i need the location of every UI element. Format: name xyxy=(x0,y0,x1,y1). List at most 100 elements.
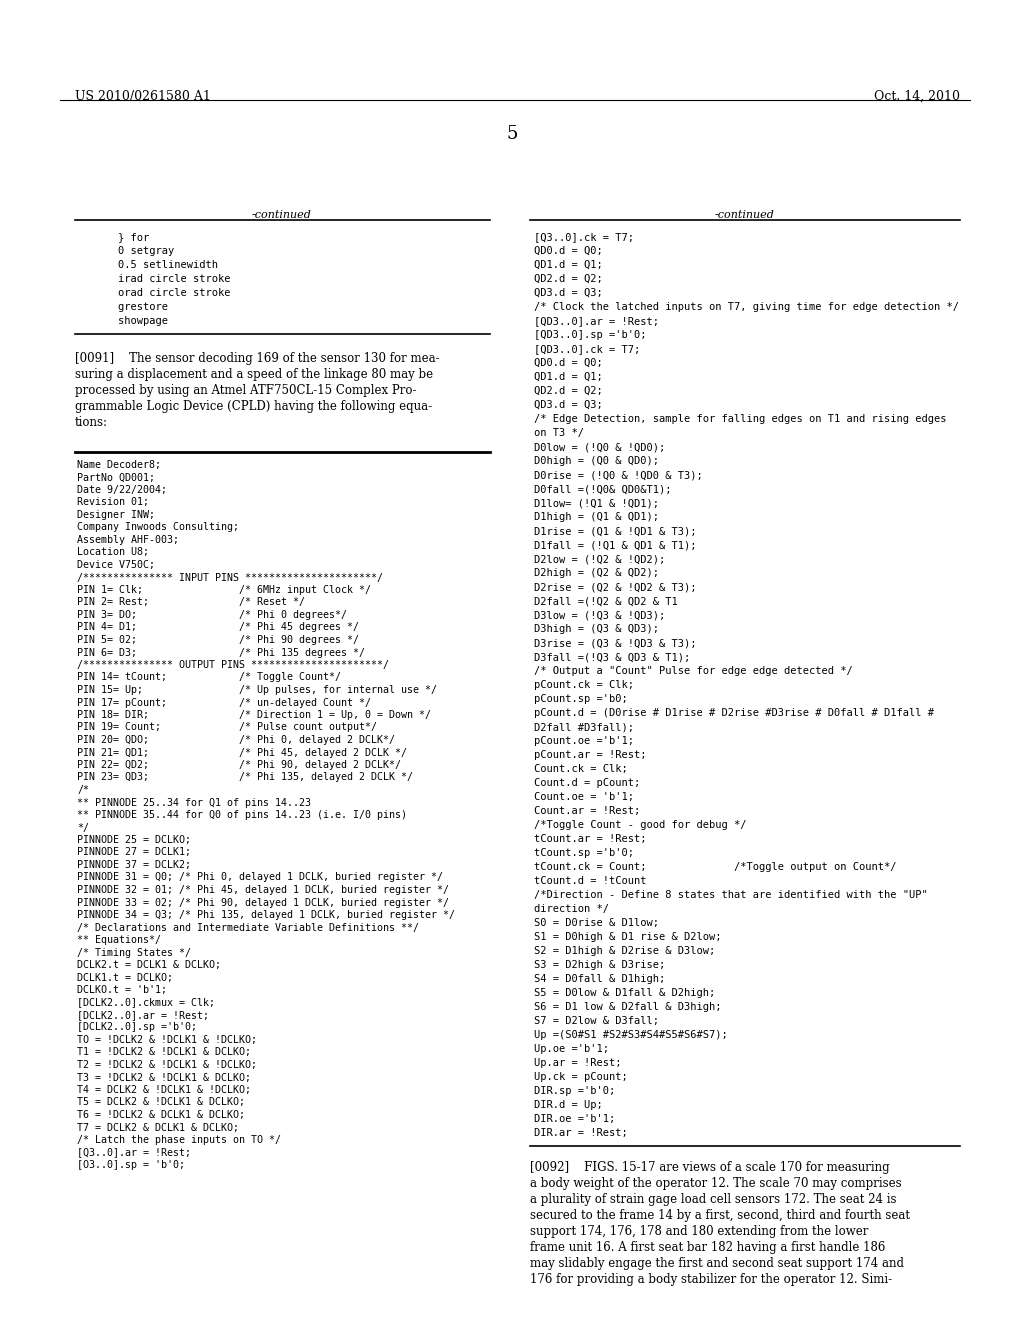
Text: grammable Logic Device (CPLD) having the following equa-: grammable Logic Device (CPLD) having the… xyxy=(75,400,432,413)
Text: [DCLK2..0].ar = !Rest;: [DCLK2..0].ar = !Rest; xyxy=(77,1010,209,1020)
Text: QD2.d = Q2;: QD2.d = Q2; xyxy=(534,275,603,284)
Text: PartNo QD001;: PartNo QD001; xyxy=(77,473,155,483)
Text: Count.ck = Clk;: Count.ck = Clk; xyxy=(534,764,628,774)
Text: D1low= (!Q1 & !QD1);: D1low= (!Q1 & !QD1); xyxy=(534,498,659,508)
Text: PIN 15= Up;                /* Up pulses, for internal use */: PIN 15= Up; /* Up pulses, for internal u… xyxy=(77,685,437,696)
Text: S0 = D0rise & D1low;: S0 = D0rise & D1low; xyxy=(534,917,659,928)
Text: QD0.d = Q0;: QD0.d = Q0; xyxy=(534,246,603,256)
Text: PIN 4= D1;                 /* Phi 45 degrees */: PIN 4= D1; /* Phi 45 degrees */ xyxy=(77,623,359,632)
Text: secured to the frame 14 by a first, second, third and fourth seat: secured to the frame 14 by a first, seco… xyxy=(530,1209,910,1222)
Text: T6 = !DCLK2 & DCLK1 & DCLKO;: T6 = !DCLK2 & DCLK1 & DCLKO; xyxy=(77,1110,245,1119)
Text: pCount.oe ='b'1;: pCount.oe ='b'1; xyxy=(534,737,634,746)
Text: US 2010/0261580 A1: US 2010/0261580 A1 xyxy=(75,90,211,103)
Text: Up =(S0#S1 #S2#S3#S4#S5#S6#S7);: Up =(S0#S1 #S2#S3#S4#S5#S6#S7); xyxy=(534,1030,728,1040)
Text: } for: } for xyxy=(93,232,150,242)
Text: /*Direction - Define 8 states that are identified with the "UP": /*Direction - Define 8 states that are i… xyxy=(534,890,928,900)
Text: /*************** INPUT PINS **********************/: /*************** INPUT PINS ************… xyxy=(77,573,383,582)
Text: DIR.oe ='b'1;: DIR.oe ='b'1; xyxy=(534,1114,615,1125)
Text: frame unit 16. A first seat bar 182 having a first handle 186: frame unit 16. A first seat bar 182 havi… xyxy=(530,1241,886,1254)
Text: DIR.ar = !Rest;: DIR.ar = !Rest; xyxy=(534,1129,628,1138)
Text: irad circle stroke: irad circle stroke xyxy=(93,275,230,284)
Text: /* Clock the latched inputs on T7, giving time for edge detection */: /* Clock the latched inputs on T7, givin… xyxy=(534,302,959,312)
Text: Count.d = pCount;: Count.d = pCount; xyxy=(534,777,640,788)
Text: ** Equations*/: ** Equations*/ xyxy=(77,935,161,945)
Text: DCLKO.t = 'b'1;: DCLKO.t = 'b'1; xyxy=(77,985,167,995)
Text: 0.5 setlinewidth: 0.5 setlinewidth xyxy=(93,260,218,271)
Text: D3high = (Q3 & QD3);: D3high = (Q3 & QD3); xyxy=(534,624,659,634)
Text: D1high = (Q1 & QD1);: D1high = (Q1 & QD1); xyxy=(534,512,659,521)
Text: DCLK2.t = DCLK1 & DCLKO;: DCLK2.t = DCLK1 & DCLKO; xyxy=(77,960,221,970)
Text: PIN 2= Rest;               /* Reset */: PIN 2= Rest; /* Reset */ xyxy=(77,598,305,607)
Text: Revision 01;: Revision 01; xyxy=(77,498,150,507)
Text: ** PINNODE 35..44 for Q0 of pins 14..23 (i.e. I/0 pins): ** PINNODE 35..44 for Q0 of pins 14..23 … xyxy=(77,810,407,820)
Text: PIN 19= Count;             /* Pulse count output*/: PIN 19= Count; /* Pulse count output*/ xyxy=(77,722,377,733)
Text: 176 for providing a body stabilizer for the operator 12. Simi-: 176 for providing a body stabilizer for … xyxy=(530,1272,892,1286)
Text: D2fall #D3fall);: D2fall #D3fall); xyxy=(534,722,634,733)
Text: Up.ar = !Rest;: Up.ar = !Rest; xyxy=(534,1059,622,1068)
Text: PIN 18= DIR;               /* Direction 1 = Up, 0 = Down */: PIN 18= DIR; /* Direction 1 = Up, 0 = Do… xyxy=(77,710,431,719)
Text: PIN 6= D3;                 /* Phi 135 degrees */: PIN 6= D3; /* Phi 135 degrees */ xyxy=(77,648,365,657)
Text: /* Edge Detection, sample for falling edges on T1 and rising edges: /* Edge Detection, sample for falling ed… xyxy=(534,414,946,424)
Text: pCount.d = (D0rise # D1rise # D2rise #D3rise # D0fall # D1fall #: pCount.d = (D0rise # D1rise # D2rise #D3… xyxy=(534,708,934,718)
Text: -continued: -continued xyxy=(252,210,312,220)
Text: ** PINNODE 25..34 for Q1 of pins 14..23: ** PINNODE 25..34 for Q1 of pins 14..23 xyxy=(77,797,311,808)
Text: /*: /* xyxy=(77,785,89,795)
Text: QD1.d = Q1;: QD1.d = Q1; xyxy=(534,372,603,381)
Text: D3fall =(!Q3 & QD3 & T1);: D3fall =(!Q3 & QD3 & T1); xyxy=(534,652,690,663)
Text: D0rise = (!Q0 & !QD0 & T3);: D0rise = (!Q0 & !QD0 & T3); xyxy=(534,470,702,480)
Text: Location U8;: Location U8; xyxy=(77,548,150,557)
Text: PINNODE 25 = DCLKO;: PINNODE 25 = DCLKO; xyxy=(77,836,191,845)
Text: showpage: showpage xyxy=(93,315,168,326)
Text: QD3.d = Q3;: QD3.d = Q3; xyxy=(534,288,603,298)
Text: PINNODE 37 = DCLK2;: PINNODE 37 = DCLK2; xyxy=(77,861,191,870)
Text: /* Latch the phase inputs on TO */: /* Latch the phase inputs on TO */ xyxy=(77,1135,281,1144)
Text: pCount.ar = !Rest;: pCount.ar = !Rest; xyxy=(534,750,646,760)
Text: QD0.d = Q0;: QD0.d = Q0; xyxy=(534,358,603,368)
Text: a plurality of strain gage load cell sensors 172. The seat 24 is: a plurality of strain gage load cell sen… xyxy=(530,1193,896,1206)
Text: T2 = !DCLK2 & !DCLK1 & !DCLKO;: T2 = !DCLK2 & !DCLK1 & !DCLKO; xyxy=(77,1060,257,1071)
Text: Date 9/22/2004;: Date 9/22/2004; xyxy=(77,484,167,495)
Text: PIN 22= QD2;               /* Phi 90, delayed 2 DCLK*/: PIN 22= QD2; /* Phi 90, delayed 2 DCLK*/ xyxy=(77,760,401,770)
Text: Up.ck = pCount;: Up.ck = pCount; xyxy=(534,1072,628,1082)
Text: PINNODE 27 = DCLK1;: PINNODE 27 = DCLK1; xyxy=(77,847,191,858)
Text: D0high = (Q0 & QD0);: D0high = (Q0 & QD0); xyxy=(534,455,659,466)
Text: PINNODE 32 = 01; /* Phi 45, delayed 1 DCLK, buried register */: PINNODE 32 = 01; /* Phi 45, delayed 1 DC… xyxy=(77,884,449,895)
Text: /* Output a "Count" Pulse for edge edge detected */: /* Output a "Count" Pulse for edge edge … xyxy=(534,667,853,676)
Text: PIN 14= tCount;            /* Toggle Count*/: PIN 14= tCount; /* Toggle Count*/ xyxy=(77,672,341,682)
Text: [Q3..0].ck = T7;: [Q3..0].ck = T7; xyxy=(534,232,634,242)
Text: tCount.d = !tCount: tCount.d = !tCount xyxy=(534,876,646,886)
Text: S6 = D1 low & D2fall & D3high;: S6 = D1 low & D2fall & D3high; xyxy=(534,1002,722,1012)
Text: T7 = DCLK2 & DCLK1 & DCLKO;: T7 = DCLK2 & DCLK1 & DCLKO; xyxy=(77,1122,239,1133)
Text: D1rise = (Q1 & !QD1 & T3);: D1rise = (Q1 & !QD1 & T3); xyxy=(534,525,696,536)
Text: processed by using an Atmel ATF750CL-15 Complex Pro-: processed by using an Atmel ATF750CL-15 … xyxy=(75,384,417,397)
Text: T4 = DCLK2 & !DCLK1 & !DCLKO;: T4 = DCLK2 & !DCLK1 & !DCLKO; xyxy=(77,1085,251,1096)
Text: [O3..0].sp = 'b'0;: [O3..0].sp = 'b'0; xyxy=(77,1160,185,1170)
Text: S4 = D0fall & D1high;: S4 = D0fall & D1high; xyxy=(534,974,666,983)
Text: S2 = D1high & D2rise & D3low;: S2 = D1high & D2rise & D3low; xyxy=(534,946,715,956)
Text: tCount.sp ='b'0;: tCount.sp ='b'0; xyxy=(534,847,634,858)
Text: direction */: direction */ xyxy=(534,904,609,913)
Text: [QD3..0].sp ='b'0;: [QD3..0].sp ='b'0; xyxy=(534,330,646,341)
Text: PINNODE 34 = Q3; /* Phi 135, delayed 1 DCLK, buried register */: PINNODE 34 = Q3; /* Phi 135, delayed 1 D… xyxy=(77,909,455,920)
Text: Count.ar = !Rest;: Count.ar = !Rest; xyxy=(534,807,640,816)
Text: [0091]    The sensor decoding 169 of the sensor 130 for mea-: [0091] The sensor decoding 169 of the se… xyxy=(75,352,439,366)
Text: Assembly AHF-003;: Assembly AHF-003; xyxy=(77,535,179,545)
Text: tions:: tions: xyxy=(75,416,108,429)
Text: Up.oe ='b'1;: Up.oe ='b'1; xyxy=(534,1044,609,1053)
Text: support 174, 176, 178 and 180 extending from the lower: support 174, 176, 178 and 180 extending … xyxy=(530,1225,868,1238)
Text: T1 = !DCLK2 & !DCLK1 & DCLKO;: T1 = !DCLK2 & !DCLK1 & DCLKO; xyxy=(77,1048,251,1057)
Text: S3 = D2high & D3rise;: S3 = D2high & D3rise; xyxy=(534,960,666,970)
Text: may slidably engage the first and second seat support 174 and: may slidably engage the first and second… xyxy=(530,1257,904,1270)
Text: PIN 5= 02;                 /* Phi 90 degrees */: PIN 5= 02; /* Phi 90 degrees */ xyxy=(77,635,359,645)
Text: Count.oe = 'b'1;: Count.oe = 'b'1; xyxy=(534,792,634,803)
Text: Device V750C;: Device V750C; xyxy=(77,560,155,570)
Text: S7 = D2low & D3fall;: S7 = D2low & D3fall; xyxy=(534,1016,659,1026)
Text: DIR.d = Up;: DIR.d = Up; xyxy=(534,1100,603,1110)
Text: QD3.d = Q3;: QD3.d = Q3; xyxy=(534,400,603,411)
Text: 0 setgray: 0 setgray xyxy=(93,246,174,256)
Text: /*************** OUTPUT PINS **********************/: /*************** OUTPUT PINS ***********… xyxy=(77,660,389,671)
Text: QD1.d = Q1;: QD1.d = Q1; xyxy=(534,260,603,271)
Text: Company Inwoods Consulting;: Company Inwoods Consulting; xyxy=(77,523,239,532)
Text: a body weight of the operator 12. The scale 70 may comprises: a body weight of the operator 12. The sc… xyxy=(530,1177,901,1191)
Text: PINNODE 33 = 02; /* Phi 90, delayed 1 DCLK, buried register */: PINNODE 33 = 02; /* Phi 90, delayed 1 DC… xyxy=(77,898,449,908)
